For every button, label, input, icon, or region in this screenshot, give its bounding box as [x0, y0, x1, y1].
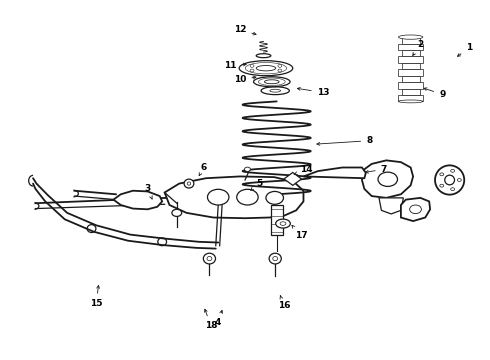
- Text: 3: 3: [145, 184, 152, 199]
- Ellipse shape: [253, 77, 290, 87]
- Ellipse shape: [435, 165, 464, 195]
- Ellipse shape: [184, 179, 194, 188]
- Circle shape: [266, 192, 284, 204]
- Bar: [398, 82, 423, 89]
- Ellipse shape: [239, 61, 293, 76]
- Circle shape: [440, 173, 444, 176]
- Text: 8: 8: [317, 136, 372, 145]
- Bar: [398, 57, 423, 63]
- Circle shape: [207, 189, 229, 205]
- Polygon shape: [165, 176, 303, 218]
- Bar: [401, 37, 420, 44]
- Bar: [401, 63, 420, 69]
- Polygon shape: [362, 160, 413, 198]
- Text: 12: 12: [234, 26, 256, 35]
- Circle shape: [250, 69, 254, 72]
- Circle shape: [440, 184, 444, 187]
- Text: 15: 15: [90, 285, 102, 308]
- Bar: [401, 76, 420, 82]
- Bar: [398, 44, 423, 50]
- Circle shape: [410, 205, 421, 213]
- Ellipse shape: [280, 222, 286, 225]
- Polygon shape: [114, 191, 162, 209]
- Ellipse shape: [265, 80, 279, 84]
- Polygon shape: [303, 167, 366, 178]
- Text: 4: 4: [215, 310, 222, 327]
- Circle shape: [278, 69, 282, 72]
- Circle shape: [237, 189, 258, 205]
- Ellipse shape: [398, 100, 423, 103]
- Polygon shape: [284, 172, 301, 185]
- Ellipse shape: [207, 256, 212, 261]
- Text: 7: 7: [366, 165, 387, 174]
- Ellipse shape: [256, 54, 271, 58]
- Ellipse shape: [203, 253, 216, 264]
- Circle shape: [458, 179, 461, 181]
- Bar: [398, 69, 423, 76]
- Circle shape: [250, 64, 254, 67]
- Ellipse shape: [398, 35, 423, 39]
- Circle shape: [451, 188, 455, 190]
- Ellipse shape: [273, 256, 278, 261]
- Ellipse shape: [187, 182, 191, 185]
- Ellipse shape: [269, 253, 281, 264]
- Text: 2: 2: [413, 40, 423, 55]
- Text: 14: 14: [294, 165, 312, 175]
- Polygon shape: [379, 198, 403, 214]
- Text: 6: 6: [199, 163, 207, 176]
- Bar: [398, 95, 423, 102]
- Ellipse shape: [256, 66, 276, 71]
- Circle shape: [278, 64, 282, 67]
- Text: 13: 13: [297, 87, 329, 97]
- Text: 9: 9: [424, 88, 445, 99]
- Ellipse shape: [261, 87, 289, 95]
- Text: 18: 18: [204, 309, 217, 330]
- Ellipse shape: [276, 219, 290, 228]
- Text: 11: 11: [224, 61, 246, 70]
- Text: 10: 10: [234, 76, 256, 85]
- Text: 16: 16: [278, 296, 290, 310]
- Ellipse shape: [270, 89, 281, 92]
- Bar: [401, 89, 420, 95]
- Circle shape: [451, 170, 455, 172]
- Bar: [271, 205, 283, 235]
- Circle shape: [378, 172, 397, 186]
- Ellipse shape: [445, 175, 455, 185]
- Polygon shape: [401, 198, 430, 221]
- Circle shape: [172, 209, 182, 216]
- Bar: [401, 50, 420, 57]
- Text: 1: 1: [458, 43, 472, 57]
- Text: 5: 5: [250, 179, 263, 190]
- Text: 17: 17: [292, 225, 307, 240]
- Circle shape: [245, 167, 250, 171]
